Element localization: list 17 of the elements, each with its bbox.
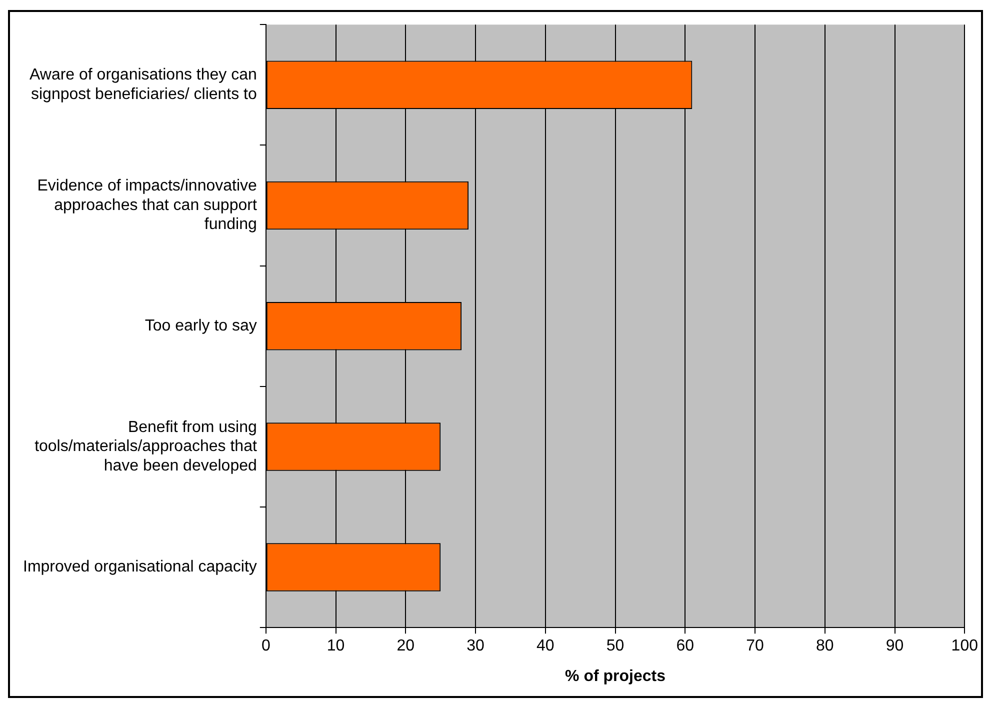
y-tick-label: Benefit from using tools/materials/approaches that have been developed: [34, 418, 258, 474]
x-tick-label: 0: [261, 638, 270, 655]
x-tick-label: 30: [466, 638, 485, 655]
y-tick-label: Too early to say: [144, 318, 257, 335]
x-axis-title: % of projects: [565, 668, 666, 685]
x-tick-label: 80: [816, 638, 834, 655]
x-tick-label: 20: [396, 638, 415, 655]
x-tick-label: 60: [676, 638, 694, 655]
y-tick-label: Improved organisational capacity: [23, 558, 257, 576]
x-tick-label: 40: [536, 638, 554, 655]
x-tick-label: 100: [951, 638, 978, 655]
y-tick-label: Evidence of impacts/innovative approaches that can support funding: [37, 178, 258, 234]
x-tick-label: 90: [886, 638, 904, 655]
x-tick-label: 50: [606, 638, 624, 655]
x-tick-label: 70: [746, 638, 764, 655]
x-tick-label: 10: [326, 638, 345, 655]
y-tick-label: Aware of organisations they can signpost beneficiaries/ clients to: [30, 66, 257, 103]
